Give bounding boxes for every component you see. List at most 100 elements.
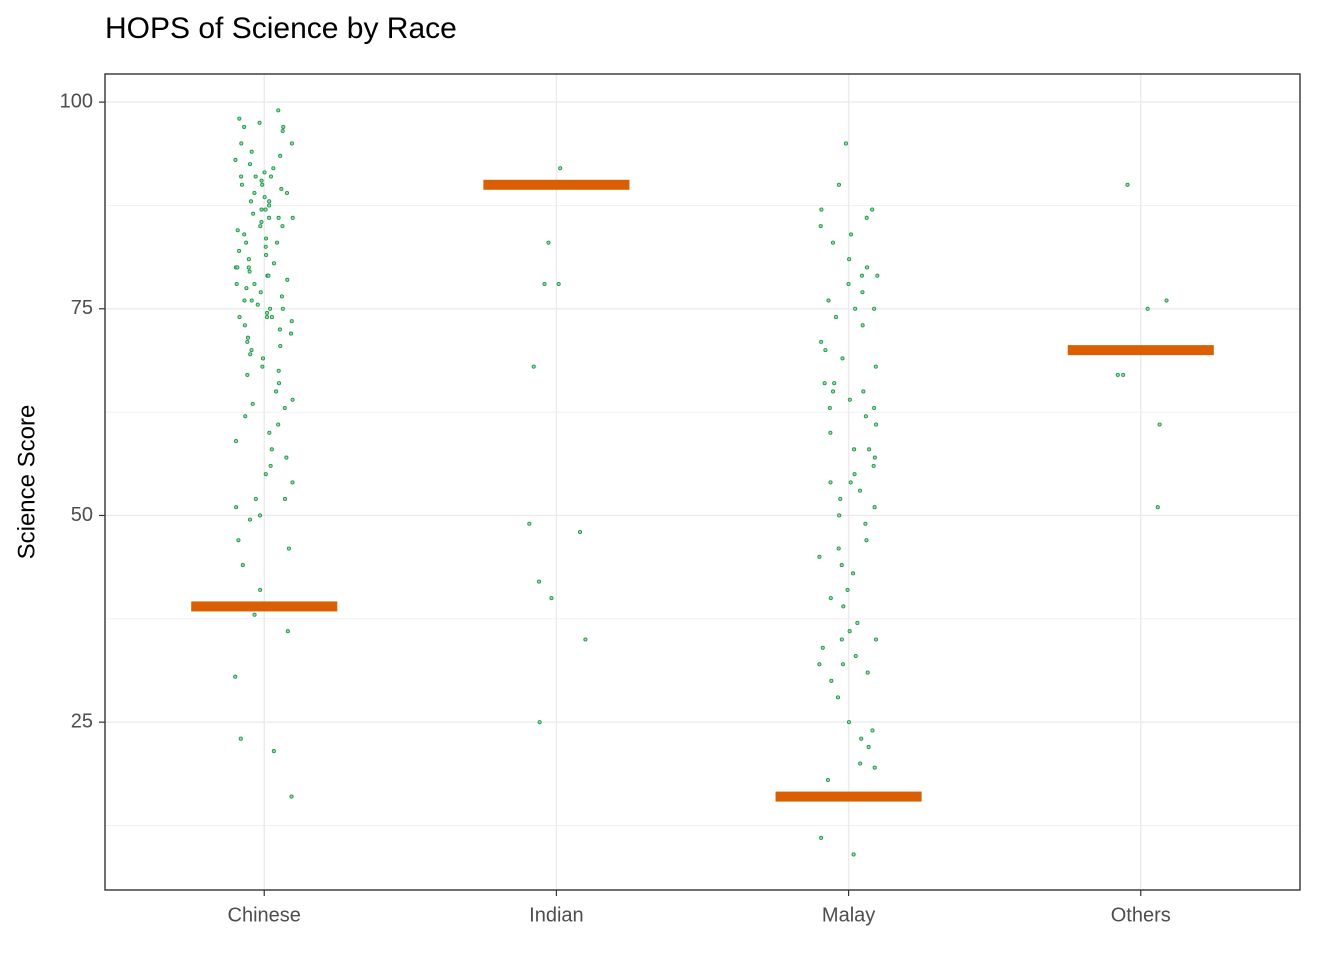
point (263, 472, 268, 477)
point (1155, 505, 1160, 510)
point (276, 215, 281, 220)
x-tick-label: Others (1111, 904, 1171, 926)
point (819, 207, 824, 212)
hops-bar (775, 791, 922, 802)
point (1145, 306, 1150, 311)
point (267, 199, 272, 204)
point (249, 149, 254, 154)
point (848, 480, 853, 485)
point (244, 286, 249, 291)
point (249, 348, 254, 353)
point (872, 765, 877, 770)
point (828, 596, 833, 601)
point (242, 124, 247, 129)
point (848, 232, 854, 237)
point (238, 736, 243, 741)
point (546, 240, 551, 245)
point (289, 141, 294, 146)
point (252, 191, 257, 196)
point (847, 397, 852, 402)
point (243, 414, 248, 419)
point (873, 637, 879, 642)
point (823, 348, 828, 353)
x-tick-label: Indian (529, 904, 584, 926)
point (864, 538, 869, 543)
point (531, 364, 536, 369)
point (833, 315, 838, 320)
point (527, 521, 532, 526)
point (258, 587, 263, 592)
point (260, 182, 265, 187)
point (828, 480, 833, 485)
point (264, 310, 270, 315)
point (278, 153, 283, 158)
point (843, 141, 848, 146)
point (267, 215, 272, 220)
point (278, 343, 283, 349)
point (817, 554, 822, 559)
point (248, 199, 254, 204)
point (239, 182, 245, 187)
point (537, 720, 542, 725)
point (864, 215, 869, 220)
point (279, 294, 284, 299)
point (839, 563, 844, 568)
point (863, 521, 868, 526)
point (234, 281, 239, 287)
y-tick-label: 25 (71, 710, 93, 732)
point (280, 224, 285, 229)
point (284, 191, 290, 196)
point (280, 306, 285, 311)
point (258, 290, 263, 295)
point (549, 596, 554, 601)
point (286, 546, 291, 551)
point (269, 447, 274, 452)
point (237, 248, 242, 253)
point (822, 381, 827, 386)
point (276, 368, 281, 373)
point (266, 273, 271, 278)
point (264, 315, 270, 320)
point (268, 174, 274, 179)
point (259, 219, 264, 225)
point (853, 306, 858, 311)
point (246, 257, 251, 262)
point (1164, 298, 1169, 303)
point (259, 178, 264, 183)
point (251, 211, 256, 216)
point (245, 372, 250, 377)
point (290, 397, 295, 402)
point (863, 414, 868, 419)
point (276, 108, 281, 113)
point (873, 364, 878, 369)
point (1115, 372, 1120, 377)
point (826, 298, 831, 303)
point (290, 215, 295, 220)
point (240, 563, 245, 568)
point (819, 835, 824, 840)
point (263, 207, 268, 212)
point (840, 662, 846, 667)
point (242, 323, 247, 328)
point (537, 579, 542, 584)
point (269, 315, 274, 320)
point (239, 141, 244, 146)
point (246, 265, 251, 270)
point (285, 629, 290, 634)
point (829, 678, 834, 683)
point (252, 281, 257, 287)
point (872, 505, 877, 510)
point (271, 166, 276, 171)
point (867, 447, 872, 452)
point (239, 174, 244, 179)
point (250, 401, 255, 406)
hops-bar (191, 601, 338, 612)
point (827, 405, 832, 411)
point (244, 240, 249, 245)
point (857, 488, 863, 493)
point (830, 389, 836, 394)
point (248, 352, 253, 357)
point (872, 405, 877, 411)
y-tick-label: 100 (60, 90, 93, 112)
point (279, 186, 284, 191)
